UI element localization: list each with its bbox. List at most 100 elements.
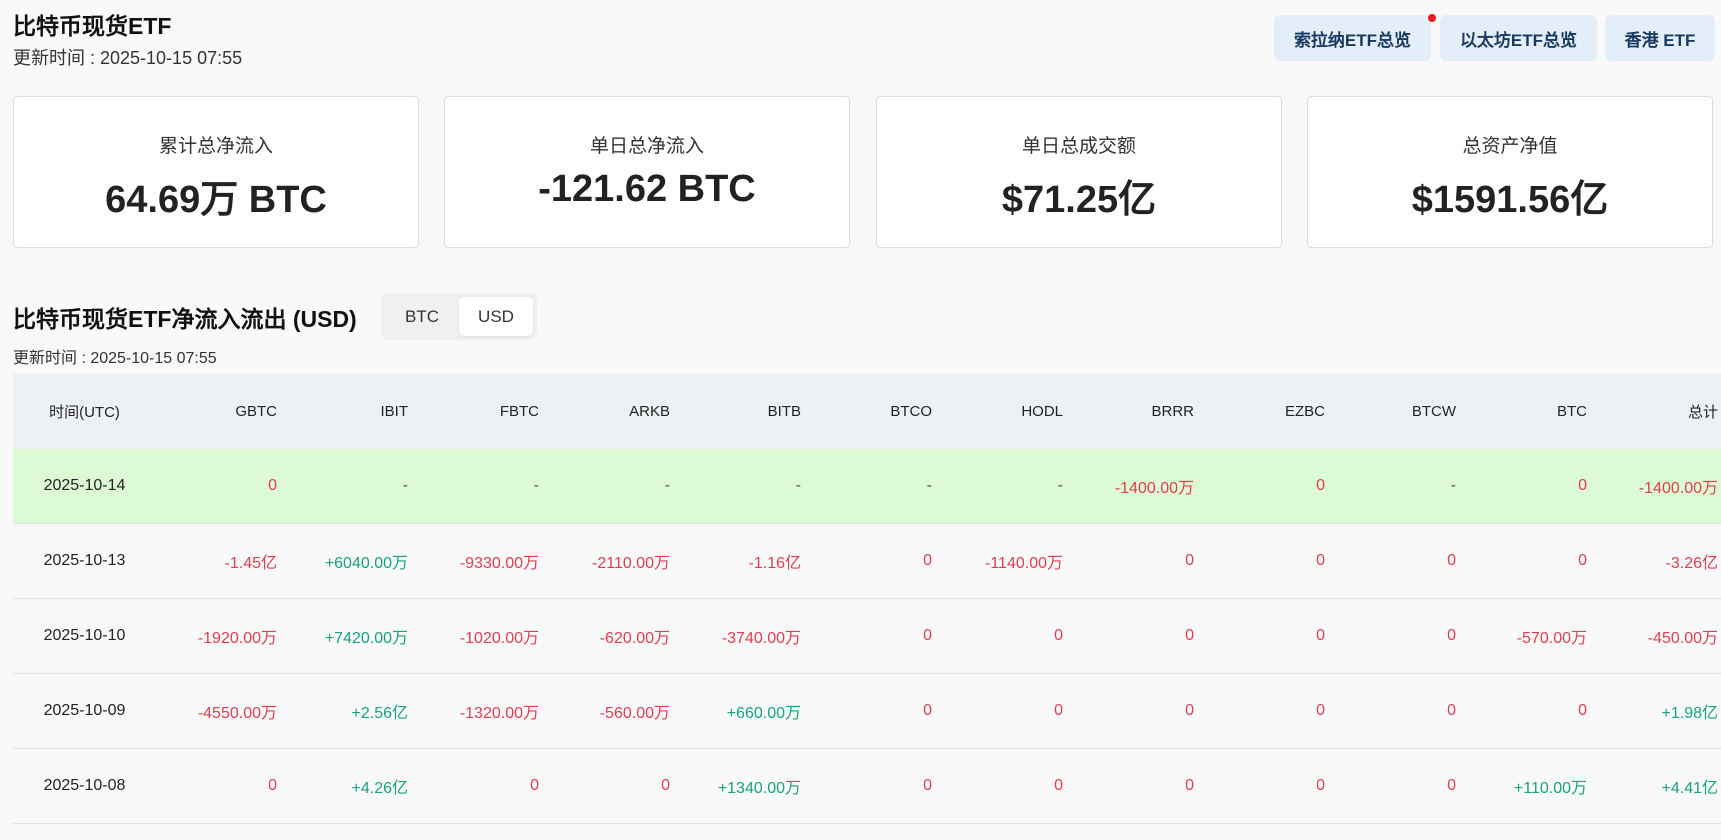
- flow-cell: -1400.00万: [1114, 480, 1194, 497]
- column-header: BITB: [767, 403, 801, 420]
- flow-cell: 0: [1578, 552, 1587, 569]
- column-header: EZBC: [1284, 403, 1325, 420]
- flow-table: 时间(UTC) GBTC IBIT FBTC ARKB BITB BTCO HODL BRRR E…: [13, 374, 1721, 824]
- row-date: 2025-10-13: [43, 552, 126, 569]
- toggle-btc[interactable]: BTC: [405, 306, 439, 326]
- flow-cell: +1.98亿: [1661, 705, 1719, 722]
- flow-cell: 0: [1054, 777, 1063, 794]
- flow-cell: +110.00万: [1513, 780, 1587, 797]
- stat-label: 总资产净值: [1462, 136, 1558, 157]
- stat-card-total-nav: 总资产净值 $1591.56亿: [1307, 96, 1713, 248]
- stat-card-daily-inflow: 单日总净流入 -121.62 BTC: [444, 96, 850, 248]
- flow-cell: 0: [1447, 777, 1456, 794]
- flow-cell: 0: [661, 777, 670, 794]
- table-body: 2025-10-14 0- - - - - - -1400.00万 0-0 -1400.00万 20…: [13, 449, 1721, 824]
- flow-cell: -3740.00万: [721, 630, 801, 647]
- solana-etf-button[interactable]: 索拉纳ETF总览: [1274, 15, 1431, 61]
- flow-cell: 0: [923, 627, 932, 644]
- unit-toggle: BTC USD: [381, 293, 537, 340]
- stat-card-cumulative-inflow: 累计总净流入 64.69万 BTC: [13, 96, 419, 248]
- flow-cell: 0: [1316, 702, 1325, 719]
- column-header: GBTC: [235, 403, 277, 420]
- flow-cell: +660.00万: [726, 705, 801, 722]
- stat-value: $1591.56亿: [1411, 179, 1609, 221]
- stat-value: 64.69万 BTC: [105, 179, 327, 221]
- flow-cell: -1920.00万: [197, 630, 277, 647]
- column-header: FBTC: [499, 403, 539, 420]
- flow-cell: 0: [1316, 477, 1325, 494]
- flow-cell: 0: [1054, 627, 1063, 644]
- section-update-time: 更新时间 : 2025-10-15 07:55: [13, 350, 217, 367]
- column-header: 总计: [1687, 404, 1718, 421]
- flow-cell: 0: [1447, 552, 1456, 569]
- flow-cell: 0: [1578, 702, 1587, 719]
- flow-cell: -560.00万: [599, 705, 670, 722]
- update-time: 更新时间 : 2025-10-15 07:55: [13, 48, 243, 68]
- flow-cell: 0: [923, 552, 932, 569]
- toggle-usd[interactable]: USD: [459, 297, 533, 336]
- flow-cell: 0: [1185, 702, 1194, 719]
- flow-cell: -1320.00万: [459, 705, 539, 722]
- flow-cell: +6040.00万: [324, 555, 408, 572]
- flow-cell: -1.16亿: [748, 555, 801, 572]
- column-header-date: 时间(UTC): [49, 404, 120, 421]
- hongkong-etf-button[interactable]: 香港 ETF: [1605, 15, 1715, 61]
- column-header: BTC: [1557, 403, 1587, 420]
- flow-cell: -1020.00万: [459, 630, 539, 647]
- flow-cell: -9330.00万: [459, 555, 539, 572]
- column-header: IBIT: [380, 403, 408, 420]
- flow-cell: 0: [1447, 702, 1456, 719]
- flow-cell: -1140.00万: [985, 555, 1063, 572]
- stat-value: $71.25亿: [1001, 179, 1157, 221]
- flow-cell: +1340.00万: [717, 780, 801, 797]
- flow-cell: 0: [923, 777, 932, 794]
- table-row[interactable]: 2025-10-08 0 +4.26亿 0 0 +1340.00万 0 0 0 0 0 +110.00…: [13, 749, 1721, 824]
- flow-cell: -: [533, 477, 539, 494]
- flow-cell: 0: [1316, 777, 1325, 794]
- flow-cell: -: [664, 477, 670, 494]
- row-date: 2025-10-14: [43, 477, 126, 494]
- row-date: 2025-10-08: [43, 777, 126, 794]
- flow-cell: 0: [1316, 552, 1325, 569]
- flow-cell: -570.00万: [1516, 630, 1587, 647]
- flow-cell: -620.00万: [599, 630, 670, 647]
- flow-cell: 0: [1578, 477, 1587, 494]
- flow-cell: 0: [530, 777, 539, 794]
- column-header: BTCW: [1411, 403, 1456, 420]
- flow-cell: +2.56亿: [351, 705, 409, 722]
- column-header: BRRR: [1151, 403, 1194, 420]
- flow-cell: 0: [1185, 627, 1194, 644]
- flow-cell: 0: [1054, 702, 1063, 719]
- flow-cell: -: [1450, 477, 1456, 494]
- flow-cell: -1400.00万: [1638, 480, 1718, 497]
- stat-label: 单日总成交额: [1021, 136, 1136, 157]
- column-header: ARKB: [629, 403, 670, 420]
- flow-cell: -3.26亿: [1665, 555, 1718, 572]
- flow-cell: -4550.00万: [197, 705, 277, 722]
- table-row[interactable]: 2025-10-10 -1920.00万 +7420.00万 -1020.00万 -62…: [13, 599, 1721, 674]
- column-header: HODL: [1021, 403, 1063, 420]
- stat-card-daily-volume: 单日总成交额 $71.25亿: [876, 96, 1282, 248]
- flow-cell: 0: [1447, 627, 1456, 644]
- flow-cell: -450.00万: [1647, 630, 1718, 647]
- table-row[interactable]: 2025-10-13 -1.45亿 +6040.00万 -9330.00万 -2110.…: [13, 524, 1721, 599]
- table-row[interactable]: 2025-10-14 0 - - - - - - -1400.00万 0 - 0 -1400.00万: [13, 449, 1721, 524]
- table-header: 时间(UTC) GBTC IBIT FBTC ARKB BITB BTCO HODL BRRR E…: [13, 374, 1721, 449]
- flow-cell: 0: [268, 477, 277, 494]
- ethereum-etf-button[interactable]: 以太坊ETF总览: [1440, 15, 1597, 61]
- stat-value: -121.62 BTC: [538, 168, 756, 210]
- section-title: 比特币现货ETF净流入流出 (USD): [13, 306, 357, 332]
- flow-cell: -2110.00万: [592, 555, 670, 572]
- flow-cell: 0: [923, 702, 932, 719]
- page-title: 比特币现货ETF: [13, 13, 172, 39]
- column-header: BTCO: [890, 403, 932, 420]
- flow-cell: +4.26亿: [351, 780, 409, 797]
- table-row[interactable]: 2025-10-09 -4550.00万 +2.56亿 -1320.00万 -560.0…: [13, 674, 1721, 749]
- flow-cell: 0: [1185, 777, 1194, 794]
- flow-cell: 0: [268, 777, 277, 794]
- stat-label: 单日总净流入: [589, 136, 704, 157]
- flow-cell: +4.41亿: [1661, 780, 1719, 797]
- notification-dot: [1428, 14, 1436, 22]
- flow-cell: -: [795, 477, 801, 494]
